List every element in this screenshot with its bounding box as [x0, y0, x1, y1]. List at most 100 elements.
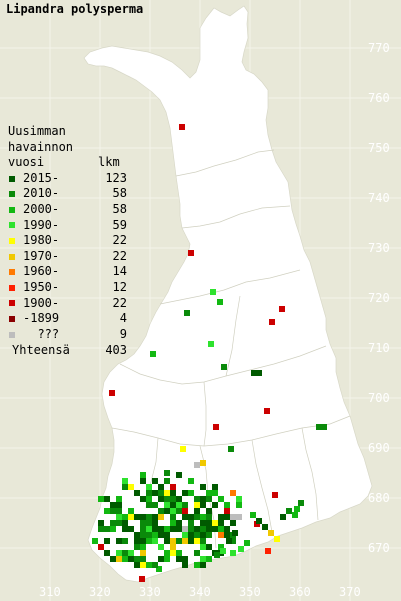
legend-row-label: 1900- — [23, 295, 60, 310]
occurrence-square — [164, 496, 170, 502]
occurrence-square — [230, 490, 236, 496]
occurrence-square — [200, 526, 206, 532]
occurrence-square — [264, 408, 270, 414]
occurrence-square — [256, 370, 262, 376]
legend-row-count: 58 — [112, 201, 127, 216]
occurrence-square — [140, 478, 146, 484]
legend-row-label: 2000- — [23, 201, 60, 216]
occurrence-square — [164, 550, 170, 556]
occurrence-square — [224, 526, 230, 532]
legend-row: 1980- 22 — [8, 233, 127, 249]
legend-row: 1900- 22 — [8, 296, 127, 312]
y-tick-label: 720 — [368, 291, 390, 305]
occurrence-square — [122, 520, 128, 526]
legend-row-count: 12 — [112, 279, 127, 294]
occurrence-square — [176, 496, 182, 502]
occurrence-square — [200, 502, 206, 508]
occurrence-square — [146, 532, 152, 538]
occurrence-square — [182, 502, 188, 508]
occurrence-square — [194, 526, 200, 532]
occurrence-square — [134, 544, 140, 550]
occurrence-squares — [92, 124, 327, 582]
occurrence-square — [212, 526, 218, 532]
occurrence-square — [122, 526, 128, 532]
occurrence-square — [279, 306, 285, 312]
occurrence-square — [158, 514, 164, 520]
legend-swatch — [9, 237, 15, 244]
occurrence-square — [164, 532, 170, 538]
occurrence-square — [184, 310, 190, 316]
legend-row: 2000- 58 — [8, 202, 127, 218]
occurrence-square — [146, 502, 152, 508]
y-tick-label: 750 — [368, 141, 390, 155]
y-axis-labels: 770 760 750 740 730 720 710 700 690 680 670 — [368, 41, 390, 555]
occurrence-square — [232, 530, 238, 536]
occurrence-square — [98, 526, 104, 532]
occurrence-square — [158, 484, 164, 490]
occurrence-square — [230, 538, 236, 544]
occurrence-square — [200, 532, 206, 538]
legend-row: 1950- 12 — [8, 280, 127, 296]
occurrence-square — [251, 370, 257, 376]
occurrence-square — [116, 520, 122, 526]
occurrence-square — [128, 526, 134, 532]
occurrence-square — [220, 548, 226, 554]
occurrence-square — [158, 526, 164, 532]
legend-row-label: 2010- — [23, 186, 60, 201]
occurrence-square — [294, 506, 300, 512]
occurrence-square — [110, 520, 116, 526]
occurrence-square — [152, 502, 158, 508]
occurrence-square — [200, 496, 206, 502]
occurrence-square — [104, 508, 110, 514]
occurrence-square — [188, 478, 194, 484]
legend-total-count: 403 — [105, 343, 127, 358]
occurrence-square — [200, 538, 206, 544]
occurrence-square — [217, 299, 223, 305]
occurrence-square — [218, 496, 224, 502]
occurrence-square — [158, 544, 164, 550]
occurrence-square — [176, 550, 182, 556]
x-tick-label: 370 — [339, 585, 361, 599]
occurrence-square — [208, 341, 214, 347]
occurrence-square — [274, 536, 280, 542]
occurrence-square — [152, 478, 158, 484]
occurrence-square — [164, 502, 170, 508]
occurrence-square — [176, 526, 182, 532]
legend-swatch — [9, 284, 15, 291]
occurrence-square — [176, 520, 182, 526]
occurrence-square — [176, 508, 182, 514]
y-tick-label: 680 — [368, 491, 390, 505]
x-tick-label: 360 — [289, 585, 311, 599]
occurrence-square — [230, 514, 236, 520]
occurrence-square — [176, 502, 182, 508]
legend-swatch — [9, 269, 15, 276]
legend-row-label: -1899 — [23, 311, 60, 326]
occurrence-square — [298, 500, 304, 506]
occurrence-square — [110, 556, 116, 562]
occurrence-square — [146, 514, 152, 520]
occurrence-square — [128, 556, 134, 562]
occurrence-square — [188, 532, 194, 538]
occurrence-square — [128, 508, 134, 514]
occurrence-square — [188, 520, 194, 526]
x-tick-label: 320 — [89, 585, 111, 599]
occurrence-square — [140, 520, 146, 526]
occurrence-square — [170, 520, 176, 526]
occurrence-square — [140, 496, 146, 502]
occurrence-square — [265, 548, 271, 554]
occurrence-square — [122, 478, 128, 484]
legend-row-count: 58 — [112, 186, 127, 201]
occurrence-square — [200, 514, 206, 520]
occurrence-square — [224, 514, 230, 520]
occurrence-square — [218, 532, 224, 538]
finland-outline — [83, 5, 373, 583]
occurrence-square — [213, 424, 219, 430]
legend-row: 2010- 58 — [8, 186, 127, 202]
occurrence-square — [214, 552, 220, 558]
y-tick-label: 710 — [368, 341, 390, 355]
occurrence-square — [146, 496, 152, 502]
occurrence-square — [200, 484, 206, 490]
occurrence-square — [122, 514, 128, 520]
occurrence-square — [170, 544, 176, 550]
